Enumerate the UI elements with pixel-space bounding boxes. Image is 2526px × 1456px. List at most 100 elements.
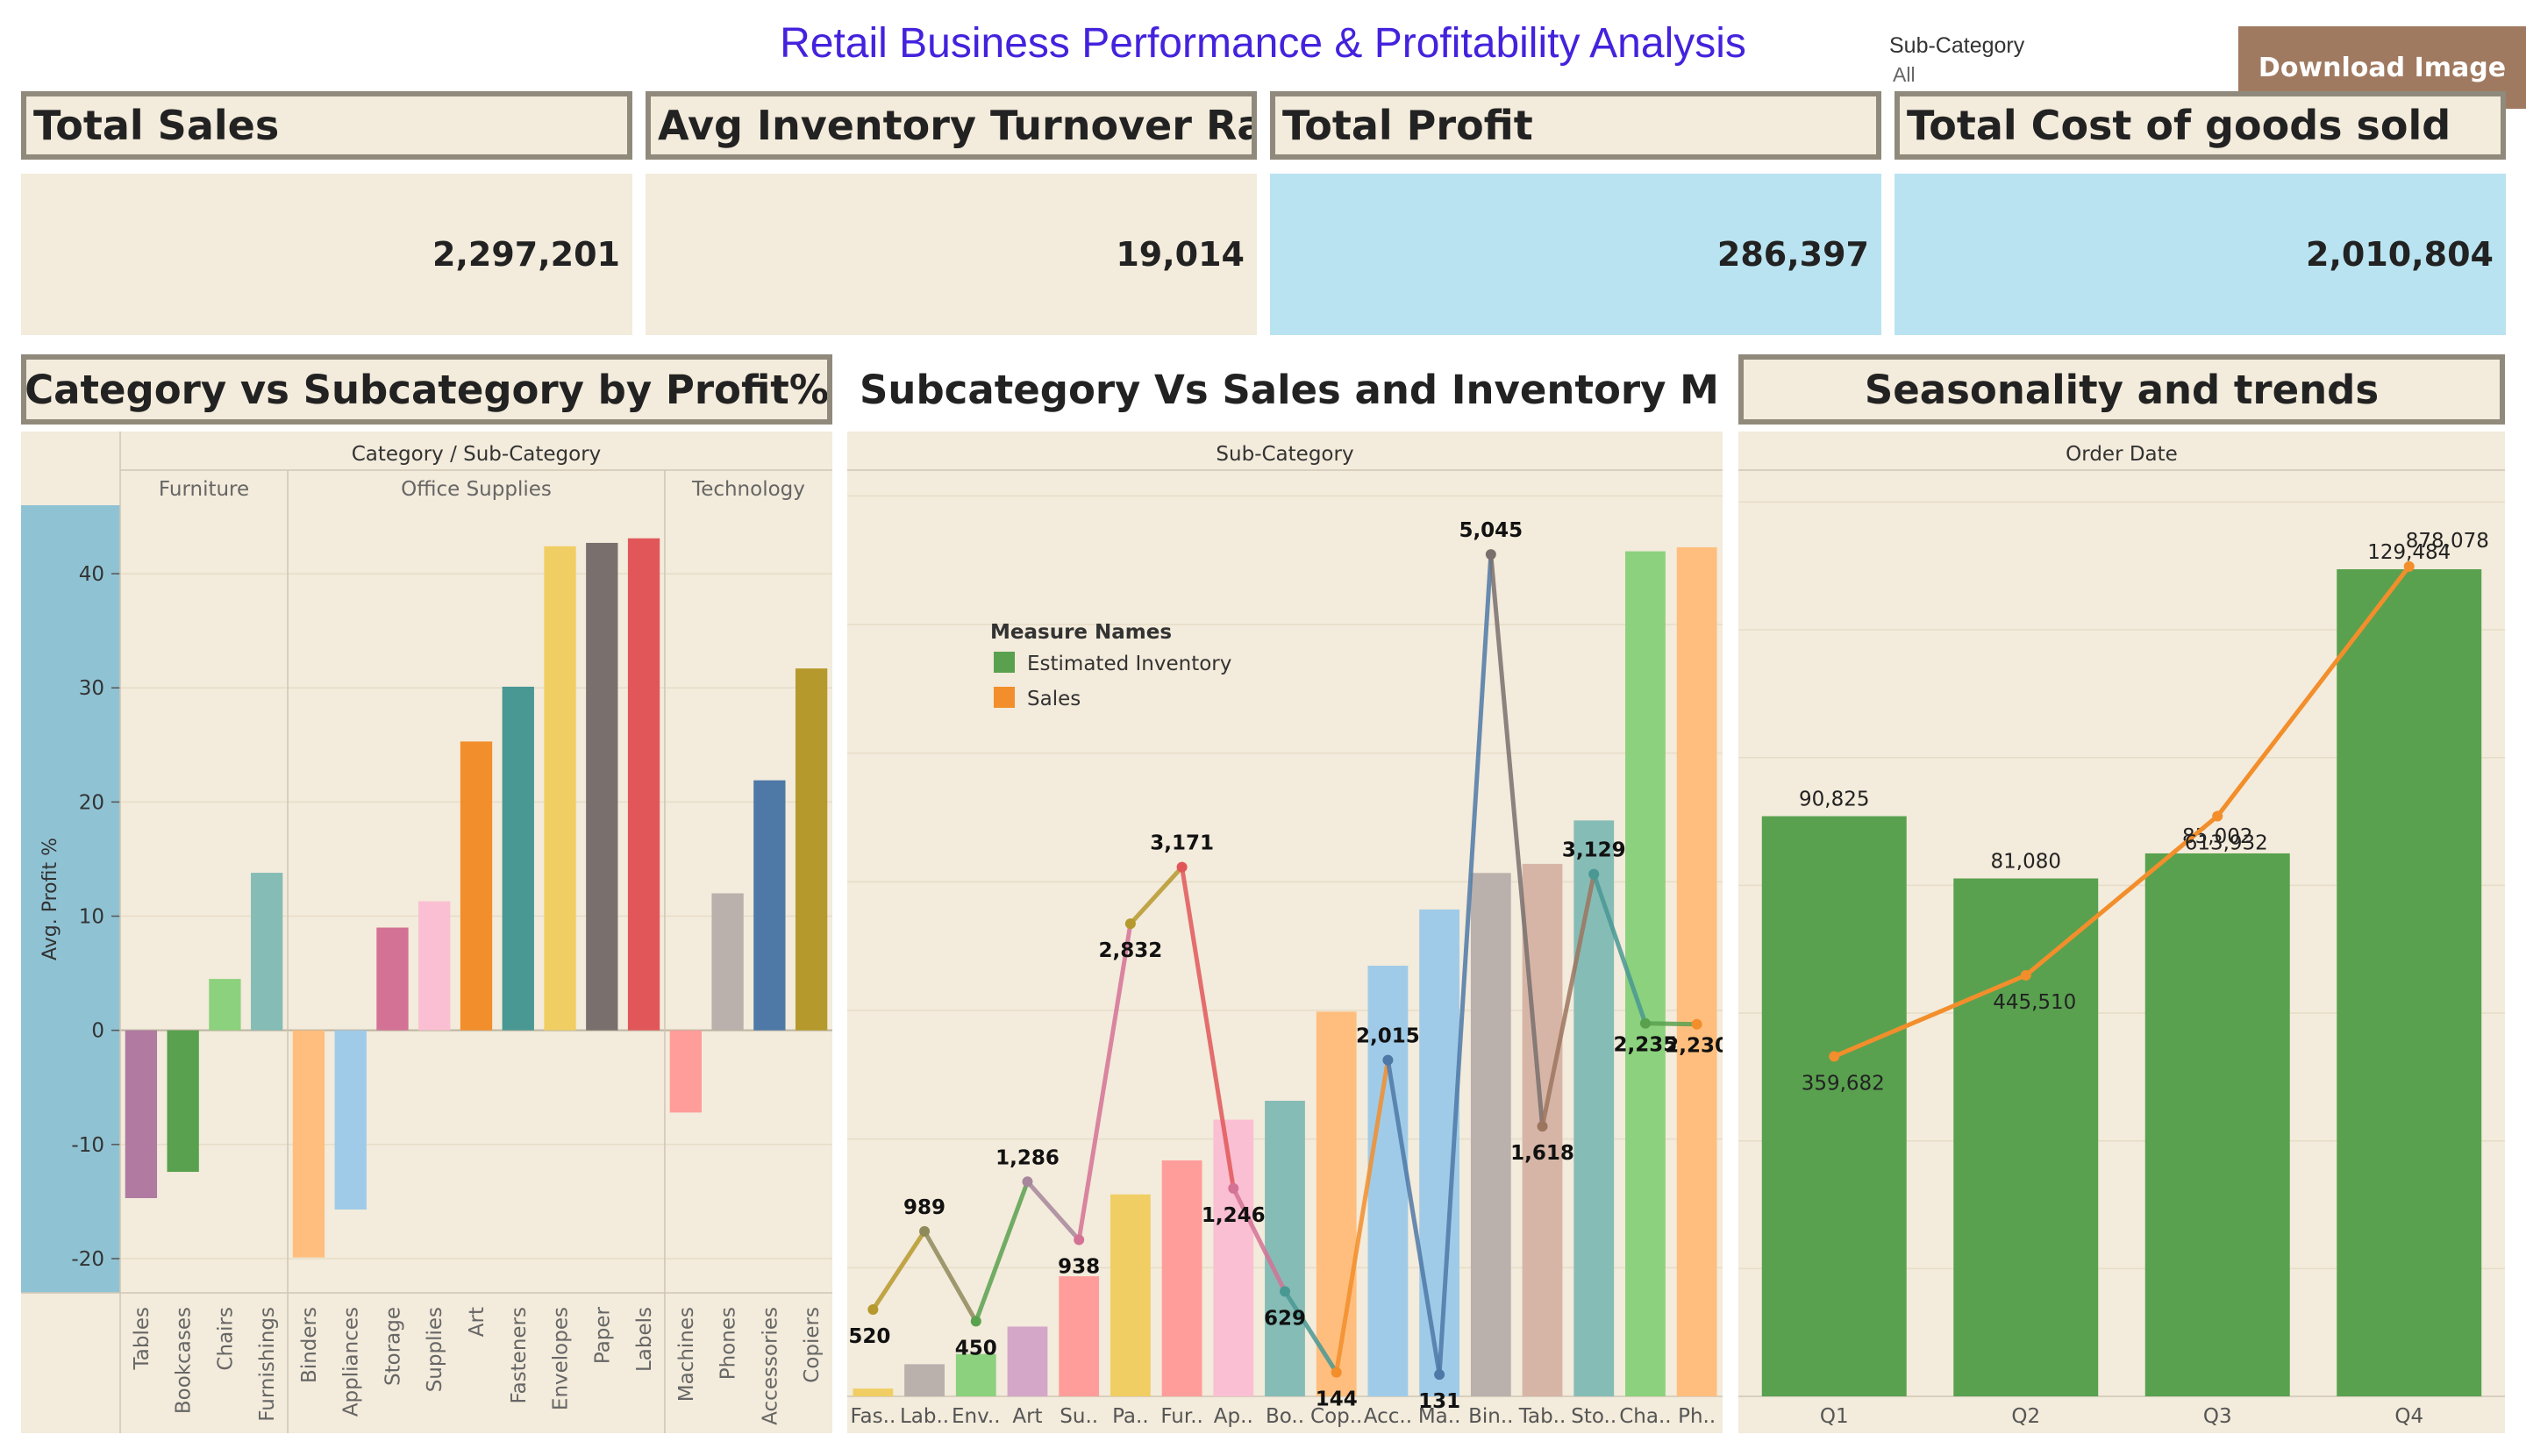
line-segment [1437,552,1494,1377]
x-tick-label: Envelopes [550,1307,573,1410]
x-tick-label: Su.. [1060,1405,1098,1428]
line-segment [1591,872,1648,1026]
bar [418,901,451,1031]
bar [955,1353,996,1396]
x-tick-label: Env.. [952,1405,1001,1428]
line-segment [1128,865,1185,926]
bar [334,1030,367,1210]
line-segment [1024,1179,1081,1243]
line-point [1124,918,1136,930]
y-axis-title: Avg. Profit % [39,838,61,960]
data-label: 2,230 [1665,1035,1723,1058]
kpi-total-sales-value: 2,297,201 [21,174,632,335]
line-data-label: 359,682 [1802,1072,1885,1095]
x-tick-label: Bookcases [173,1307,196,1414]
x-tick-label: Pa.. [1112,1405,1149,1428]
bar [627,538,660,1031]
y-tick-label: 30 [79,677,104,700]
seasonality-chart: Order Date90,825Q181,080Q285,002Q3129,48… [1738,432,2505,1433]
x-tick-label: Tables [131,1307,153,1370]
y-tick-label: 0 [91,1020,104,1043]
data-label: 1,618 [1510,1142,1574,1165]
profit-chart: Category / Sub-Category -20 -10 0 10 20 30 40 Av… [21,432,832,1433]
x-tick-label: Tab.. [1518,1405,1566,1428]
data-label: 989 [903,1196,945,1219]
bar [1265,1101,1305,1396]
bar [2337,568,2482,1396]
legend-swatch [994,652,1015,673]
line-point [1691,1018,1702,1030]
bar [502,686,534,1031]
bar [853,1388,894,1396]
bar [1761,816,1907,1396]
line-segment [1385,1058,1442,1377]
bar [586,542,618,1031]
x-tick-label: Fas.. [850,1405,896,1428]
bar [1007,1326,1048,1396]
group-label: Furniture [159,478,249,501]
kpi-inventory-turnover-title: Avg Inventory Turnover Ratio [646,91,1257,160]
data-label: 2,832 [1098,939,1162,962]
x-tick-label: Binders [298,1307,321,1383]
group-label: Office Supplies [401,478,552,501]
kpi-total-profit-title: Total Profit [1270,91,1881,160]
x-tick-label: Acc.. [1364,1405,1412,1428]
bar [251,873,283,1031]
line-segment [1334,1058,1390,1375]
x-tick-label: Furnishings [256,1307,279,1422]
x-tick-label: Cop.. [1310,1405,1362,1428]
data-label: 2,235 [1614,1034,1678,1057]
kpi-cogs-value: 2,010,804 [1894,174,2506,335]
line-point [1331,1367,1342,1378]
data-label: 5,045 [1459,519,1523,542]
x-tick-label: Chairs [214,1307,237,1371]
chart-header: Category / Sub-Category [352,443,602,466]
subcategory-filter-label: Sub-Category [1889,33,2025,58]
profit-panel-title: Category vs Subcategory by Profit% [21,354,832,425]
line-point [1588,868,1600,880]
line-segment [1180,865,1236,1191]
x-tick-label: Machines [675,1307,698,1402]
x-tick-label: Lab.. [900,1405,949,1428]
x-tick-label: Q4 [2394,1405,2423,1428]
x-tick-label: Q2 [2011,1405,2040,1428]
bar [711,893,744,1031]
bar [292,1030,325,1258]
line-point [1829,1051,1840,1062]
line-point [1434,1369,1445,1381]
sales-inventory-chart: Sub-Category Fas.. Lab.. Env.. Art Su.. Pa.. Fu… [847,432,1723,1433]
bar-data-label: 90,825 [1799,789,1869,811]
bar [669,1030,702,1113]
data-label: 520 [848,1325,890,1348]
x-tick-label: Q3 [2203,1405,2232,1428]
bar [795,668,828,1031]
x-tick-label: Bin.. [1468,1405,1513,1428]
line-data-label: 613,932 [2185,831,2268,854]
legend-title: Measure Names [990,621,1172,644]
line-segment [2023,813,2220,978]
line-point [1639,1017,1651,1029]
bar [904,1364,945,1396]
bar [2144,853,2290,1396]
subcategory-filter-value[interactable]: All [1893,63,1916,86]
dashboard-title: Retail Business Performance & Profitabil… [780,20,1746,67]
line-point [1485,549,1496,560]
bar [1676,546,1717,1396]
line-segment [1076,921,1133,1243]
y-tick-label: 20 [79,791,104,814]
line-point [2212,810,2223,822]
kpi-inventory-turnover-value: 19,014 [646,174,1257,335]
line-point [1382,1054,1394,1066]
bar [460,741,493,1031]
bar [1573,820,1615,1396]
line-point [1280,1286,1290,1297]
y-tick-label: 40 [79,563,104,586]
x-tick-label: Ma.. [1418,1405,1461,1428]
bar [1059,1276,1100,1396]
data-label: 450 [955,1337,997,1360]
line-segment [870,1229,927,1312]
x-tick-label: Paper [591,1306,614,1364]
x-tick-label: Bo.. [1266,1405,1304,1428]
x-tick-label: Fasteners [508,1307,531,1404]
bar [167,1030,199,1173]
